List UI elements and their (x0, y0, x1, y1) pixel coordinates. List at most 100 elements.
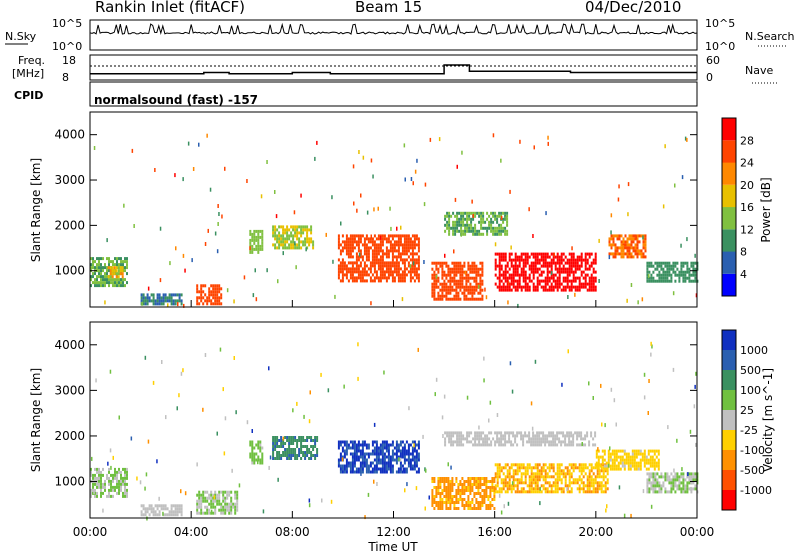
data-cell (435, 501, 438, 504)
data-cell (224, 496, 227, 500)
data-cell (626, 246, 629, 250)
data-cell (146, 299, 149, 303)
data-cell (431, 261, 434, 265)
data-cell (500, 223, 503, 227)
data-cell (447, 489, 450, 492)
data-cell (397, 467, 400, 471)
data-cell (224, 502, 227, 506)
data-cell (554, 443, 557, 447)
data-cell (448, 437, 451, 441)
data-speckle (305, 247, 307, 252)
data-speckle (238, 483, 241, 488)
data-cell (540, 490, 543, 494)
data-cell (470, 440, 473, 444)
data-speckle (175, 246, 177, 251)
data-cell (357, 276, 360, 280)
data-cell (570, 258, 573, 262)
data-cell (226, 505, 229, 509)
data-cell (306, 451, 309, 454)
data-cell (449, 504, 452, 507)
data-cell (506, 440, 509, 444)
data-cell (528, 267, 531, 271)
data-speckle (533, 145, 535, 150)
data-cell (448, 440, 451, 444)
data-cell (341, 455, 344, 459)
data-cell (361, 467, 364, 471)
data-cell (457, 279, 460, 283)
data-cell (417, 249, 420, 253)
data-cell (278, 234, 281, 238)
data-cell (536, 440, 539, 444)
data-cell (534, 487, 537, 491)
data-cell (477, 507, 480, 510)
data-cell (552, 279, 555, 283)
data-cell (166, 513, 169, 517)
data-cell (361, 461, 364, 465)
data-cell (568, 434, 571, 438)
data-cell (672, 478, 675, 482)
data-cell (450, 226, 453, 230)
data-cell (339, 470, 342, 474)
data-speckle (221, 214, 223, 219)
data-cell (592, 437, 595, 441)
data-cell (491, 477, 494, 480)
data-cell (118, 479, 120, 483)
data-cell (435, 279, 438, 283)
data-cell (403, 470, 406, 474)
data-cell (446, 431, 449, 435)
data-cell (608, 237, 611, 241)
data-cell (180, 299, 183, 303)
data-cell (373, 276, 376, 280)
data-cell (664, 261, 667, 265)
data-speckle (498, 493, 501, 498)
data-cell (586, 484, 589, 488)
data-cell (455, 270, 458, 274)
data-cell (351, 467, 354, 471)
data-cell (286, 436, 289, 439)
data-cell (461, 504, 464, 507)
data-cell (504, 466, 507, 470)
data-cell (433, 276, 436, 280)
data-cell (112, 281, 114, 285)
data-cell (602, 463, 605, 467)
data-cell (496, 214, 499, 218)
data-cell (546, 490, 549, 494)
data-cell (395, 267, 398, 271)
data-cell (450, 434, 453, 438)
data-cell (393, 452, 396, 456)
data-cell (617, 461, 620, 465)
time-axis: 00:00 04:00 08:00 12:00 16:00 20:00 00:00 (73, 300, 714, 539)
data-cell (196, 502, 199, 506)
data-cell (443, 489, 446, 492)
data-cell (298, 451, 301, 454)
data-cell (694, 478, 697, 482)
data-cell (196, 299, 199, 303)
y-tick-label: 2000 (54, 429, 85, 443)
data-cell (538, 478, 541, 482)
data-cell (576, 431, 579, 435)
data-cell (518, 431, 521, 435)
data-cell (638, 249, 641, 253)
data-cell (613, 467, 616, 471)
data-cell (568, 440, 571, 444)
data-cell (373, 252, 376, 256)
data-cell (446, 434, 449, 438)
data-cell (451, 279, 454, 283)
data-cell (478, 211, 481, 215)
data-cell (272, 225, 275, 229)
data-cell (375, 258, 378, 262)
data-cell (383, 237, 386, 241)
data-speckle (610, 387, 613, 392)
data-cell (441, 285, 444, 289)
data-cell (415, 270, 418, 274)
data-cell (564, 472, 567, 476)
data-cell (401, 273, 404, 277)
data-cell (480, 223, 483, 227)
data-cell (526, 252, 529, 256)
data-cell (615, 455, 618, 459)
data-cell (371, 261, 374, 265)
data-cell (475, 285, 478, 289)
data-cell (409, 237, 412, 241)
data-cell (204, 293, 207, 297)
data-cell (351, 464, 354, 468)
